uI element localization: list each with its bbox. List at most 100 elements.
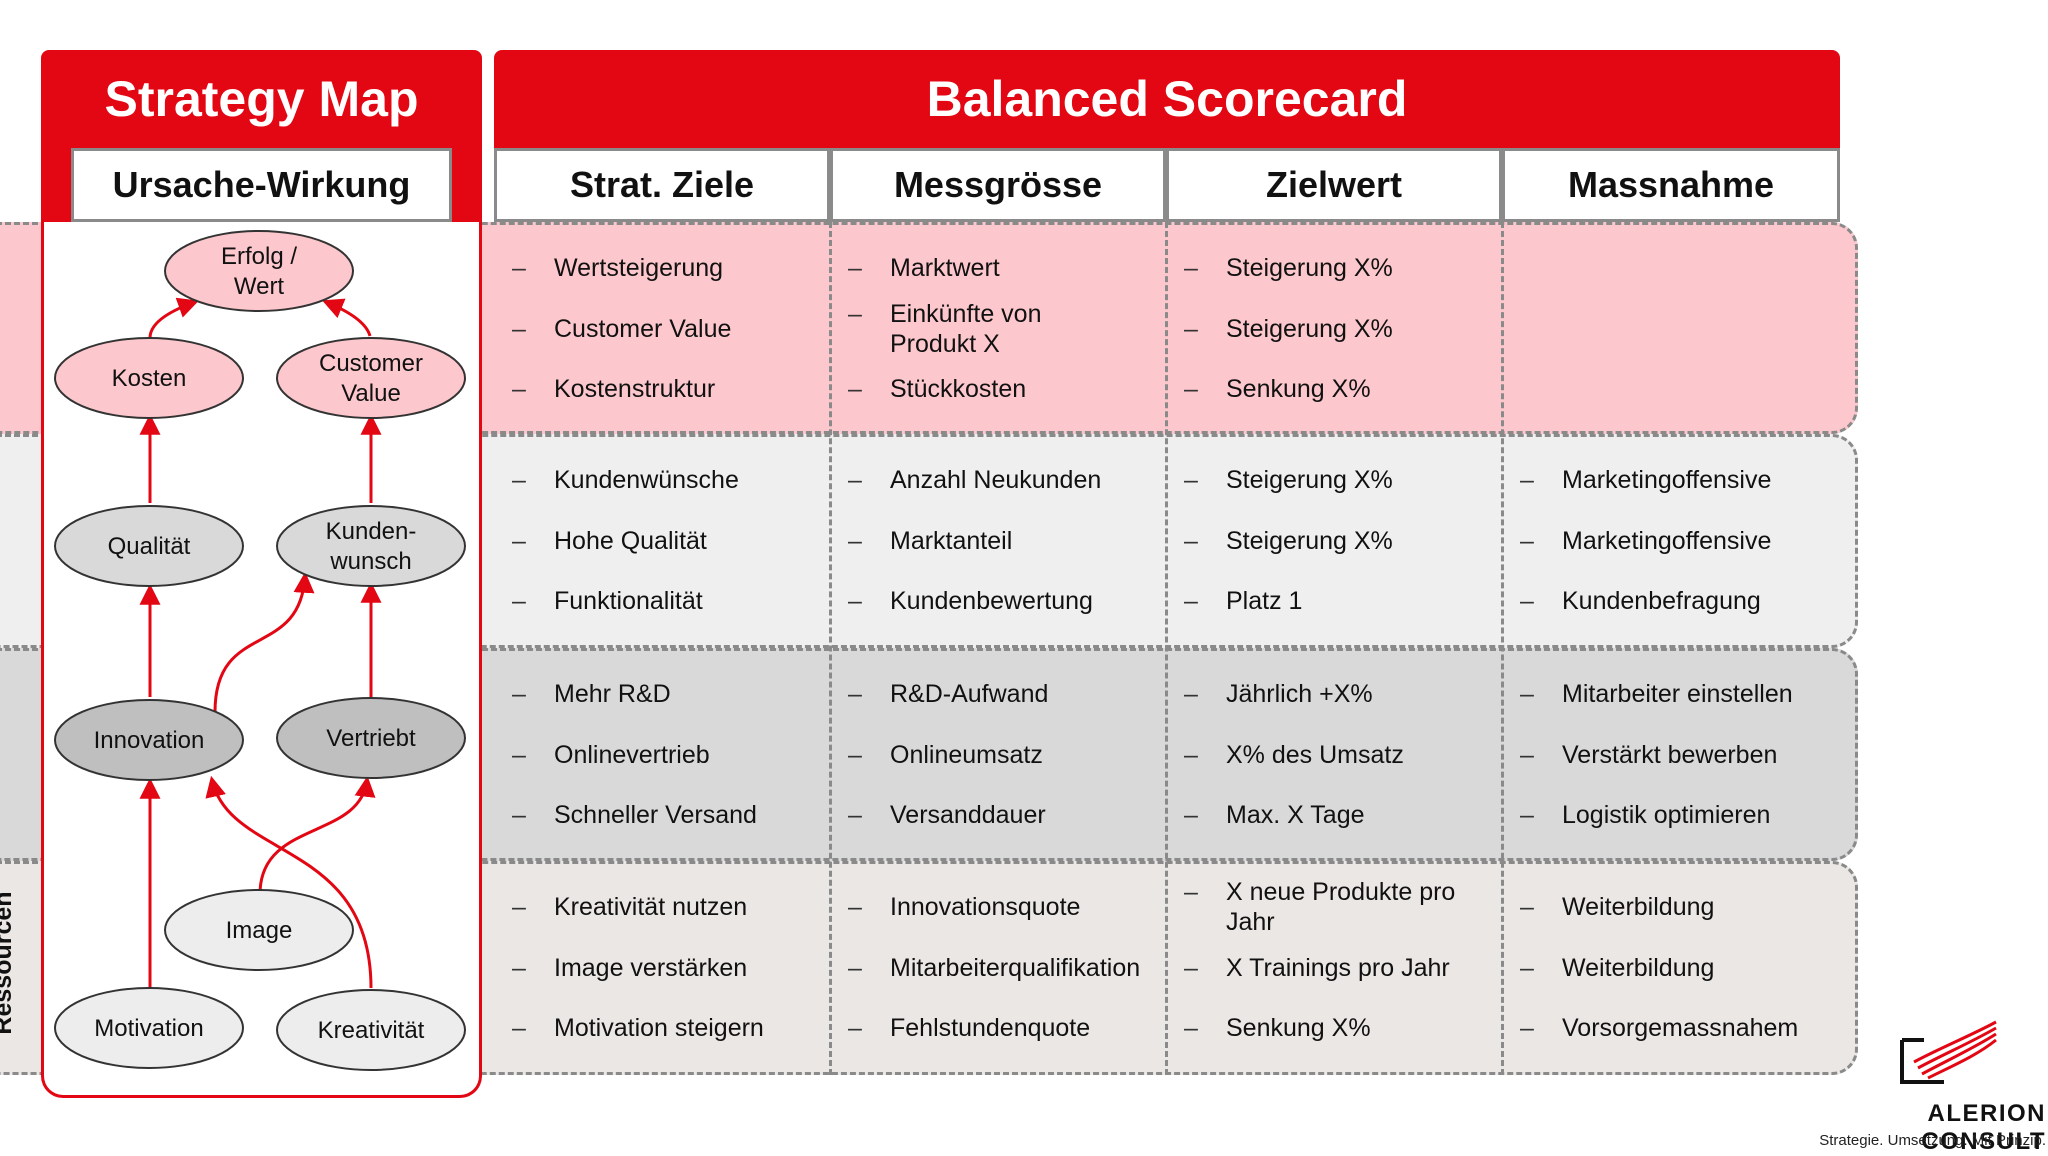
strategy-map-red-side-right — [452, 148, 482, 222]
bullet-dash: – — [1520, 954, 1534, 982]
scorecard-item: – Platz 1 — [1184, 586, 1302, 616]
scorecard-item-text: Onlineumsatz — [890, 741, 1043, 769]
bullet-dash: – — [848, 954, 862, 982]
scorecard-item-text: Innovationsquote — [890, 893, 1081, 921]
bullet-dash: – — [848, 680, 862, 708]
bullet-dash: – — [512, 254, 526, 282]
bullet-dash: – — [1520, 587, 1534, 615]
bullet-dash: – — [1184, 680, 1198, 708]
bullet-dash: – — [1184, 527, 1198, 555]
scorecard-item: – Senkung X% — [1184, 1013, 1371, 1043]
scorecard-item-text: Fehlstundenquote — [890, 1014, 1091, 1042]
scorecard-item-text: Logistik optimieren — [1562, 801, 1771, 829]
arrow-innovation-kundenwunsch — [213, 571, 315, 713]
scorecard-item-text: Steigerung X% — [1226, 315, 1393, 343]
scorecard-item: – Motivation steigern — [512, 1013, 764, 1043]
scorecard-item: – Hohe Qualität — [512, 526, 707, 556]
scorecard-item-text: Weiterbildung — [1562, 893, 1715, 921]
bullet-dash: – — [848, 587, 862, 615]
arrow-kreativitaet-innovation — [205, 775, 373, 989]
scorecard-item: – Wertsteigerung — [512, 253, 723, 283]
col-head-messgroesse: Messgrösse — [830, 148, 1166, 222]
scorecard-item: – Jährlich +X% — [1184, 679, 1373, 709]
node-label-customer-value: Customer Value — [319, 350, 423, 407]
scorecard-item-text: Platz 1 — [1226, 587, 1303, 615]
bullet-dash: – — [1184, 315, 1198, 343]
scorecard-item: – Onlinevertrieb — [512, 740, 710, 770]
scorecard-item: – Verstärkt bewerben — [1520, 740, 1777, 770]
scorecard-item: – X% des Umsatz — [1184, 740, 1404, 770]
scorecard-item: – Max. X Tage — [1184, 800, 1365, 830]
bullet-dash: – — [512, 954, 526, 982]
bullet-dash: – — [1184, 587, 1198, 615]
bullet-dash: – — [512, 466, 526, 494]
arrow-kosten-erfolg — [148, 297, 199, 339]
bullet-dash: – — [1184, 741, 1198, 769]
bullet-dash: – — [1520, 466, 1534, 494]
bullet-dash: – — [1184, 466, 1198, 494]
bullet-dash: – — [512, 527, 526, 555]
bullet-dash: – — [848, 1014, 862, 1042]
node-label-innovation: Innovation — [94, 727, 205, 754]
scorecard-item: – Marketingoffensive — [1520, 465, 1771, 495]
node-label-motivation: Motivation — [94, 1015, 203, 1042]
scorecard-item: – X Trainings pro Jahr — [1184, 953, 1450, 983]
scorecard-item-text: Schneller Versand — [554, 801, 757, 829]
node-image — [164, 889, 354, 971]
bullet-dash: – — [1184, 878, 1198, 906]
node-kundenwunsch — [276, 505, 466, 587]
scorecard-item-text: Max. X Tage — [1226, 801, 1365, 829]
scorecard-item-text: Kundenbefragung — [1562, 587, 1761, 615]
node-label-vertriebt: Vertriebt — [326, 725, 416, 752]
node-erfolg — [164, 230, 354, 312]
node-motivation — [54, 987, 244, 1069]
scorecard-item-text: Kostenstruktur — [554, 375, 716, 403]
scorecard-item-text: Marketingoffensive — [1562, 527, 1772, 555]
logo-mark-icon — [1900, 1020, 1997, 1084]
scorecard-item-text: Anzahl Neukunden — [890, 466, 1102, 494]
scorecard-item: – Mitarbeiter einstellen — [1520, 679, 1793, 709]
scorecard-item-text: Kreativität nutzen — [554, 893, 748, 921]
node-label-qualitaet: Qualität — [108, 533, 191, 560]
bullet-dash: – — [512, 801, 526, 829]
scorecard-item: – Marketingoffensive — [1520, 526, 1771, 556]
col-separator-2 — [1165, 222, 1168, 1075]
scorecard-item-text: Onlinevertrieb — [554, 741, 710, 769]
scorecard-item-text: Image verstärken — [554, 954, 748, 982]
scorecard-item: – Stückkosten — [848, 374, 1026, 404]
scorecard-item-text: Customer Value — [554, 315, 732, 343]
scorecard-item: – Mitarbeiterqualifikation — [848, 953, 1140, 983]
scorecard-item: – Kundenwünsche — [512, 465, 739, 495]
bullet-dash: – — [512, 893, 526, 921]
strategy-map-subtitle: Ursache-Wirkung — [71, 148, 452, 222]
scorecard-item-text: Mehr R&D — [554, 680, 671, 708]
scorecard-item-text: R&D-Aufwand — [890, 680, 1049, 708]
bullet-dash: – — [848, 741, 862, 769]
scorecard-item-text: X Trainings pro Jahr — [1226, 954, 1450, 982]
node-qualitaet — [54, 505, 244, 587]
bullet-dash: – — [1520, 741, 1534, 769]
col-separator-3 — [1501, 222, 1504, 1075]
scorecard-item: – Kreativität nutzen — [512, 892, 747, 922]
node-vertriebt — [276, 697, 466, 779]
scorecard-item: – Weiterbildung — [1520, 892, 1714, 922]
node-label-kosten: Kosten — [112, 365, 187, 392]
scorecard-item-text: Jährlich +X% — [1226, 680, 1373, 708]
arrow-image-vertriebt — [258, 775, 376, 895]
scorecard-item-text: Motivation steigern — [554, 1014, 764, 1042]
bullet-dash: – — [1520, 801, 1534, 829]
col-head-zielwert: Zielwert — [1166, 148, 1502, 222]
scorecard-item-text: Steigerung X% — [1226, 527, 1393, 555]
bullet-dash: – — [512, 587, 526, 615]
scorecard-item-text: X neue Produkte pro Jahr — [1226, 878, 1456, 936]
scorecard-item: – Weiterbildung — [1520, 953, 1714, 983]
bullet-dash: – — [1184, 1014, 1198, 1042]
bullet-dash: – — [512, 375, 526, 403]
node-label-kreativitaet: Kreativität — [318, 1017, 425, 1044]
scorecard-item-text: Funktionalität — [554, 587, 703, 615]
scorecard-item-text: Stückkosten — [890, 375, 1027, 403]
scorecard-item: – Fehlstundenquote — [848, 1013, 1090, 1043]
scorecard-item-text: Hohe Qualität — [554, 527, 707, 555]
scorecard-title: Balanced Scorecard — [494, 50, 1840, 148]
